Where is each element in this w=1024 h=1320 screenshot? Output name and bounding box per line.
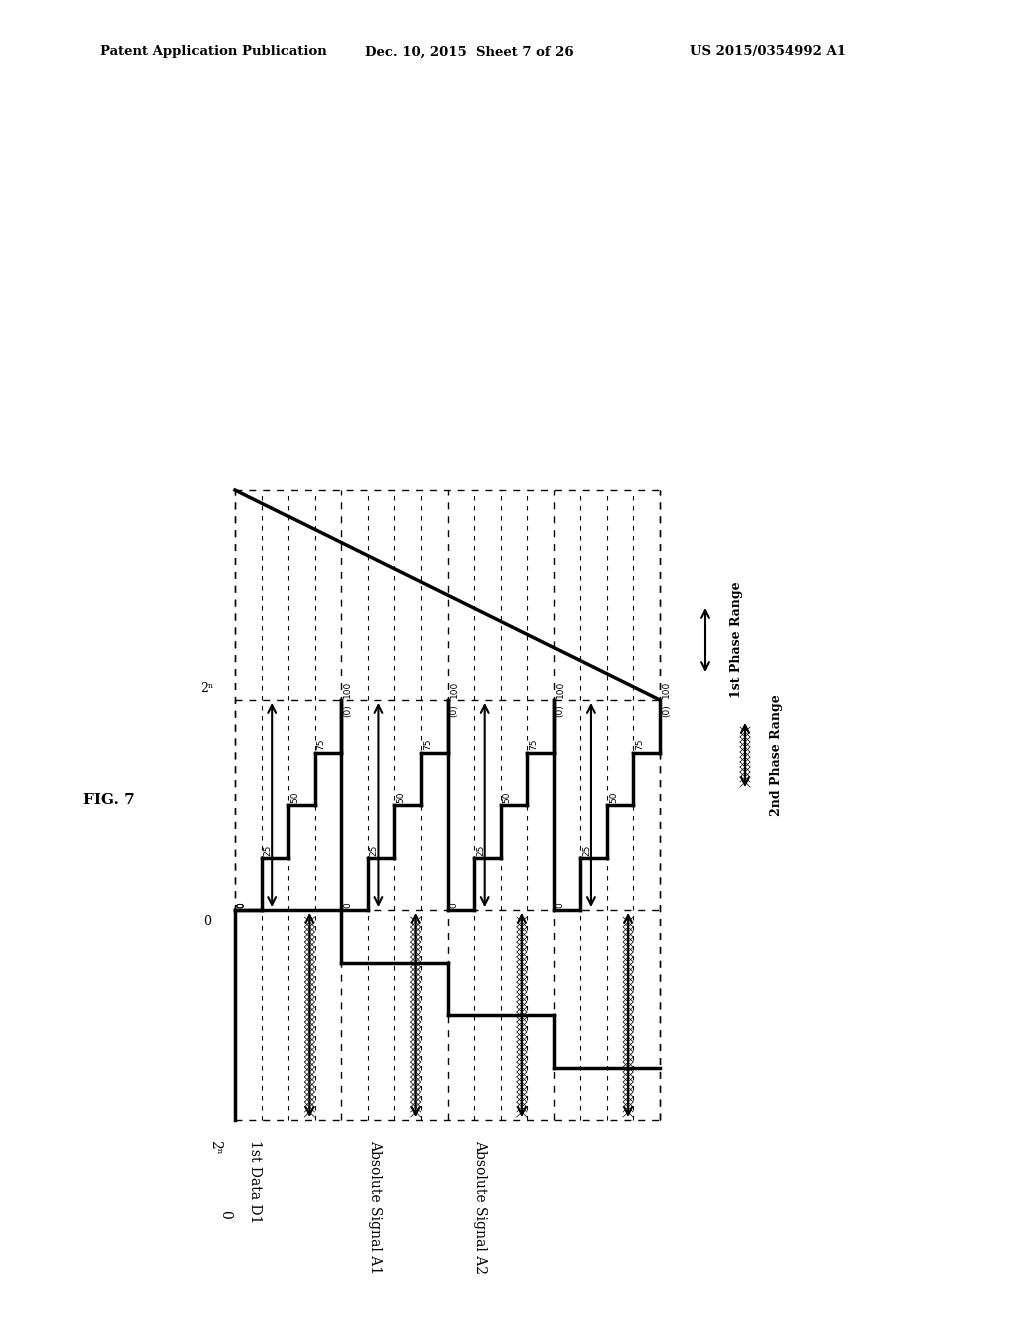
FancyArrowPatch shape <box>412 915 420 1115</box>
FancyArrowPatch shape <box>625 915 632 1115</box>
Text: 100: 100 <box>662 681 671 698</box>
Text: 25: 25 <box>583 843 591 855</box>
Text: 100: 100 <box>343 681 352 698</box>
Text: Absolute Signal A2: Absolute Signal A2 <box>473 1140 487 1274</box>
FancyArrowPatch shape <box>741 725 749 785</box>
Text: 0: 0 <box>343 903 352 908</box>
Text: 50: 50 <box>609 792 617 803</box>
Text: 50: 50 <box>396 792 406 803</box>
Text: (0): (0) <box>662 704 671 717</box>
Text: 50: 50 <box>290 792 299 803</box>
FancyArrowPatch shape <box>268 705 276 906</box>
Text: 0: 0 <box>450 903 459 908</box>
FancyArrowPatch shape <box>305 915 313 1115</box>
Text: 2ⁿ: 2ⁿ <box>208 1140 222 1155</box>
Text: 0: 0 <box>203 915 211 928</box>
Text: 75: 75 <box>423 739 432 751</box>
Text: 75: 75 <box>529 739 539 751</box>
Text: 0: 0 <box>218 1210 232 1218</box>
Text: FIG. 7: FIG. 7 <box>83 793 135 807</box>
FancyArrowPatch shape <box>587 705 595 906</box>
Text: 75: 75 <box>636 739 644 751</box>
Text: 25: 25 <box>263 843 272 855</box>
Text: 0: 0 <box>237 903 246 908</box>
Text: (0): (0) <box>450 704 459 717</box>
Text: 50: 50 <box>503 792 512 803</box>
Text: 1st Data D1: 1st Data D1 <box>248 1140 262 1224</box>
Text: 75: 75 <box>316 739 326 751</box>
Text: US 2015/0354992 A1: US 2015/0354992 A1 <box>690 45 846 58</box>
Text: Absolute Signal A1: Absolute Signal A1 <box>368 1140 382 1274</box>
Text: 2nd Phase Range: 2nd Phase Range <box>770 694 783 816</box>
Text: 25: 25 <box>476 843 485 855</box>
Text: 100: 100 <box>450 681 459 698</box>
FancyArrowPatch shape <box>481 705 488 906</box>
Text: 2ⁿ: 2ⁿ <box>201 682 214 696</box>
Text: Dec. 10, 2015  Sheet 7 of 26: Dec. 10, 2015 Sheet 7 of 26 <box>365 45 573 58</box>
Text: (0): (0) <box>556 704 565 717</box>
Text: 1st Phase Range: 1st Phase Range <box>730 582 743 698</box>
Text: (0): (0) <box>343 704 352 717</box>
FancyArrowPatch shape <box>701 610 709 669</box>
Text: 0: 0 <box>556 903 565 908</box>
Text: 100: 100 <box>556 681 565 698</box>
FancyArrowPatch shape <box>518 915 525 1115</box>
Text: 0: 0 <box>236 903 245 908</box>
FancyArrowPatch shape <box>375 705 382 906</box>
Text: Patent Application Publication: Patent Application Publication <box>100 45 327 58</box>
Text: 25: 25 <box>370 843 379 855</box>
